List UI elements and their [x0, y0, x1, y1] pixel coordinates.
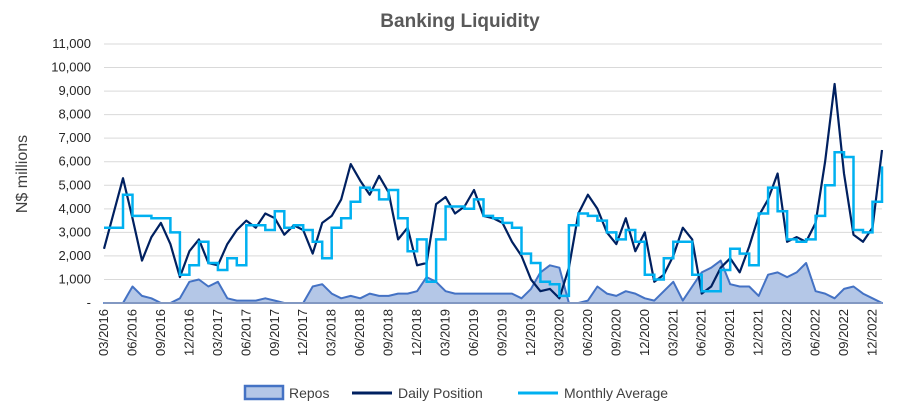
x-tick-label: 12/2019 — [523, 309, 538, 356]
x-tick-label: 12/2017 — [295, 309, 310, 356]
x-tick-label: 12/2022 — [865, 309, 880, 356]
x-tick-label: 06/2019 — [466, 309, 481, 356]
x-tick-label: 09/2020 — [608, 309, 623, 356]
series-monthly-average — [104, 151, 884, 298]
x-tick-label: 06/2020 — [580, 309, 595, 356]
y-tick-label: 4,000 — [58, 201, 91, 216]
x-tick-label: 09/2017 — [267, 309, 282, 356]
x-tick-label: 03/2022 — [779, 309, 794, 356]
y-tick-label: 11,000 — [52, 36, 91, 51]
series-repos — [103, 259, 883, 304]
x-tick-label: 03/2020 — [551, 309, 566, 356]
x-tick-label: 09/2016 — [153, 309, 168, 356]
x-tick-label: 03/2016 — [96, 309, 111, 356]
y-tick-label: 6,000 — [58, 154, 91, 169]
y-tick-labels: - 1,000 2,000 3,000 4,000 5,000 6,000 7,000 8,00… — [51, 36, 91, 310]
y-tick-label: 8,000 — [58, 107, 91, 122]
x-tick-label: 06/2021 — [694, 309, 709, 356]
legend-label-monthly-average: Monthly Average — [564, 385, 668, 401]
x-tick-label: 12/2018 — [409, 309, 424, 356]
x-tick-label: 09/2022 — [836, 309, 851, 356]
x-tick-label: 12/2021 — [751, 309, 766, 356]
x-tick-label: 06/2022 — [808, 309, 823, 356]
x-tick-label: 03/2019 — [438, 309, 453, 356]
x-tick-label: 03/2017 — [210, 309, 225, 356]
legend: Repos Daily Position Monthly Average — [243, 384, 668, 401]
y-axis-label: N$ millions — [14, 135, 31, 213]
y-tick-label: 1,000 — [58, 271, 91, 286]
area-repos — [103, 259, 883, 304]
y-tick-label: - — [87, 295, 91, 310]
x-tick-label: 09/2021 — [722, 309, 737, 356]
x-tick-label: 03/2018 — [324, 309, 339, 356]
gridlines — [104, 43, 882, 280]
series-layer — [102, 82, 884, 304]
line-monthly-average — [104, 151, 884, 298]
y-tick-label: 10,000 — [51, 60, 91, 75]
chart-title: Banking Liquidity — [380, 11, 540, 32]
y-tick-label: 9,000 — [58, 83, 91, 98]
x-tick-label: 09/2018 — [381, 309, 396, 356]
x-tick-labels: 03/2016 06/2016 09/2016 12/2016 03/2017 06/20… — [96, 309, 880, 356]
x-tick-label: 12/2016 — [181, 309, 196, 356]
y-tick-label: 7,000 — [58, 130, 91, 145]
y-tick-label: 5,000 — [58, 177, 91, 192]
x-tick-label: 12/2020 — [637, 309, 652, 356]
legend-swatch-repos — [243, 384, 285, 401]
y-tick-label: 2,000 — [58, 248, 91, 263]
legend-label-repos: Repos — [289, 385, 329, 401]
x-tick-label: 06/2016 — [124, 309, 139, 356]
x-tick-label: 06/2018 — [352, 309, 367, 356]
y-tick-label: 3,000 — [58, 224, 91, 239]
x-tick-label: 03/2021 — [665, 309, 680, 356]
legend-label-daily-position: Daily Position — [398, 385, 483, 401]
x-tick-label: 06/2017 — [238, 309, 253, 356]
x-tick-label: 09/2019 — [494, 309, 509, 356]
